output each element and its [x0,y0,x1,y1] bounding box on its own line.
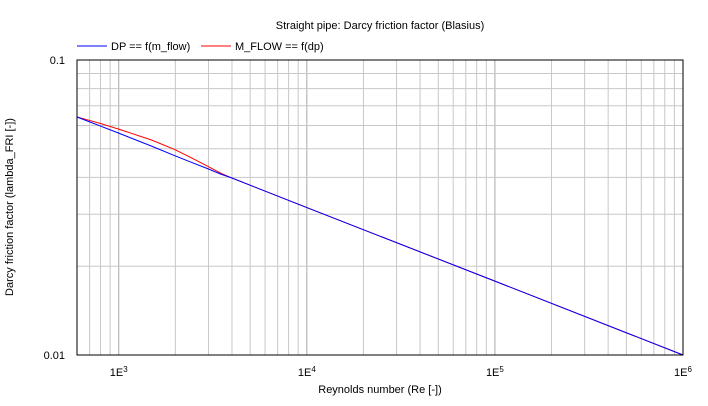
tick-labels: 1E3 1E4 1E5 1E6 0.01 0.1 [44,55,693,379]
legend: DP == f(m_flow) M_FLOW == f(dp) [77,41,324,53]
series-group [76,116,684,356]
legend-label-series-2: M_FLOW == f(dp) [235,41,324,53]
legend-label-series-1: DP == f(m_flow) [111,41,190,53]
x-axis-label: Reynolds number (Re [-]) [318,384,442,396]
y-axis-label: Darcy friction factor (lambda_FRI [-]) [4,118,16,296]
chart-title: Straight pipe: Darcy friction factor (Bl… [276,20,484,32]
y-tick-label: 0.01 [44,350,65,362]
y-tick-label: 0.1 [50,55,65,67]
x-tick-label: 1E3 [110,365,128,379]
x-tick-label: 1E4 [298,365,316,379]
x-tick-label: 1E6 [674,365,692,379]
series-line-1 [76,116,684,356]
x-tick-label: 1E5 [486,365,504,379]
plot-area-frame [76,59,684,356]
grid [76,59,684,356]
